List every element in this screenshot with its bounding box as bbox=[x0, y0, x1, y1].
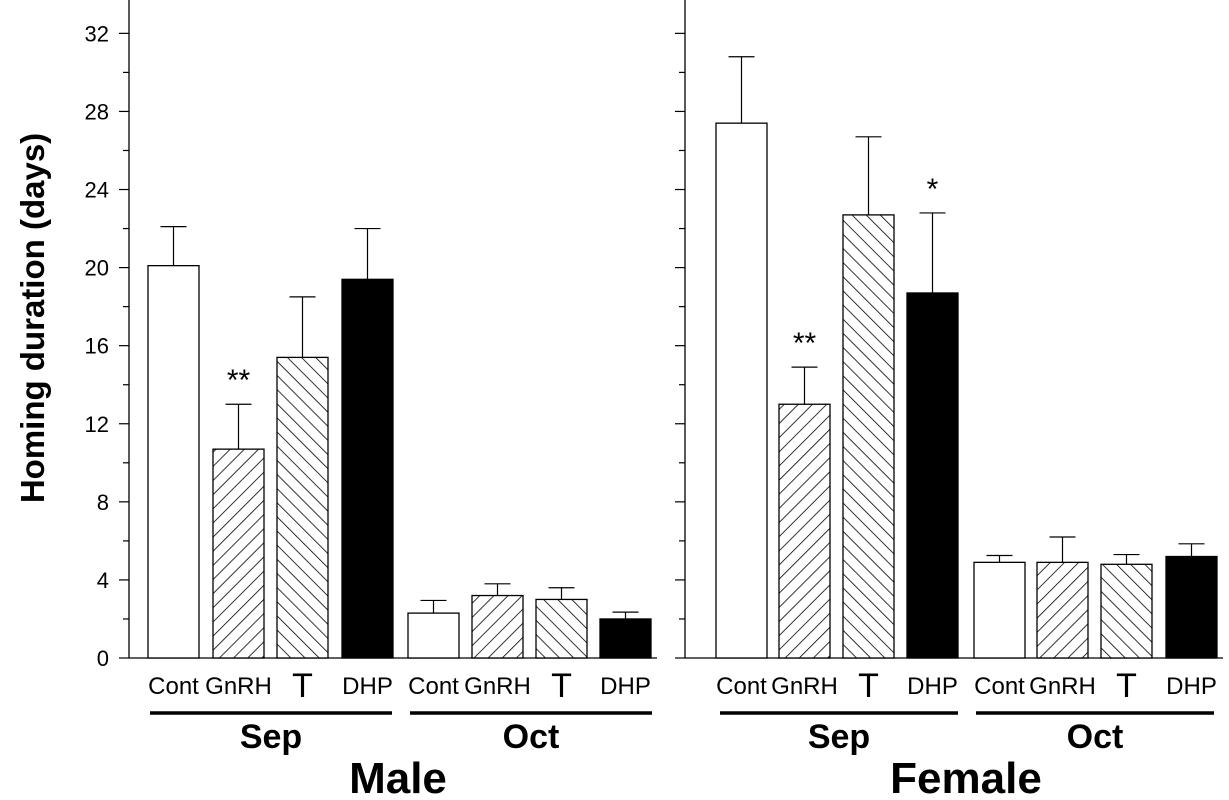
female-sep-t-bar bbox=[842, 214, 895, 659]
y-axis-label: Homing duration (days) bbox=[14, 133, 51, 503]
category-label: T bbox=[292, 667, 313, 705]
category-label: DHP bbox=[342, 673, 393, 700]
panel-title: Female bbox=[890, 754, 1042, 800]
category-label: GnRH bbox=[771, 673, 838, 700]
category-label: DHP bbox=[1166, 673, 1217, 700]
category-label: GnRH bbox=[205, 673, 272, 700]
female-sep-dhp-bar bbox=[906, 292, 959, 659]
y-tick-label: 12 bbox=[85, 412, 109, 437]
category-label: Cont bbox=[716, 673, 767, 700]
category-label: Cont bbox=[148, 673, 199, 700]
group-label: Oct bbox=[1067, 718, 1124, 756]
male-oct-cont-bar bbox=[407, 612, 460, 659]
category-label: T bbox=[1116, 667, 1137, 705]
male-sep-dhp-bar bbox=[341, 278, 394, 659]
female-oct-gnrh-bar bbox=[1036, 561, 1089, 659]
significance-marker: * bbox=[927, 173, 939, 206]
male-sep-cont-bar bbox=[147, 264, 200, 659]
significance-marker: ** bbox=[227, 364, 251, 397]
female-sep-cont-bar bbox=[715, 122, 768, 659]
group-label: Sep bbox=[808, 718, 870, 756]
category-label: T bbox=[858, 667, 879, 705]
female-oct-cont-bar bbox=[973, 561, 1026, 659]
male-oct-dhp-bar bbox=[599, 618, 652, 659]
category-label: DHP bbox=[907, 673, 958, 700]
female-oct-t-bar bbox=[1100, 563, 1153, 659]
female-oct-dhp-bar bbox=[1165, 555, 1218, 659]
category-label: Cont bbox=[408, 673, 459, 700]
male-sep-t-bar bbox=[276, 356, 329, 659]
y-tick-label: 24 bbox=[85, 178, 109, 203]
panel-title: Male bbox=[349, 754, 447, 800]
significance-marker: ** bbox=[793, 327, 817, 360]
group-label: Sep bbox=[240, 718, 302, 756]
female-sep-gnrh-bar bbox=[778, 403, 831, 659]
male-sep-gnrh-bar bbox=[212, 448, 265, 659]
category-label: Cont bbox=[974, 673, 1025, 700]
category-label: DHP bbox=[600, 673, 651, 700]
category-label: GnRH bbox=[464, 673, 531, 700]
group-label: Oct bbox=[503, 718, 560, 756]
y-tick-label: 16 bbox=[85, 334, 109, 359]
y-tick-label: 0 bbox=[97, 646, 109, 671]
male-oct-gnrh-bar bbox=[471, 594, 524, 659]
y-tick-label: 20 bbox=[85, 256, 109, 281]
category-label: T bbox=[551, 667, 572, 705]
male-oct-t-bar bbox=[535, 598, 588, 659]
y-tick-label: 28 bbox=[85, 99, 109, 124]
y-tick-label: 4 bbox=[97, 568, 109, 593]
y-tick-label: 8 bbox=[97, 490, 109, 515]
y-tick-label: 32 bbox=[85, 21, 109, 46]
category-label: GnRH bbox=[1029, 673, 1096, 700]
